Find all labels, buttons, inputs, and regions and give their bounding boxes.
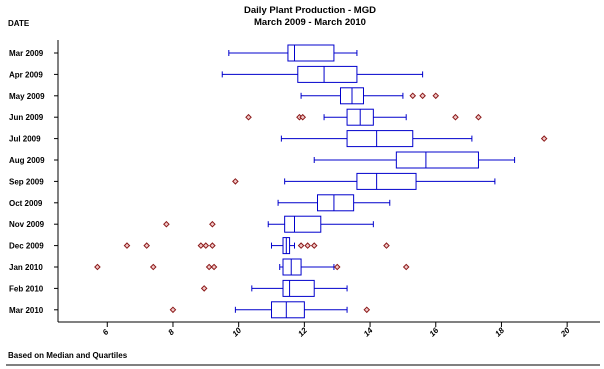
x-tick-label: 8: [166, 327, 176, 337]
y-tick-label: Oct 2009: [9, 199, 43, 208]
x-tick-label: 10: [231, 326, 244, 339]
outlier-point: [197, 242, 205, 249]
iqr-box: [271, 301, 305, 319]
box-feb-2010: [200, 279, 348, 297]
y-tick-label: May 2009: [9, 92, 45, 101]
x-tick-label: 12: [296, 326, 309, 339]
chart-title: Daily Plant Production - MGD: [244, 5, 376, 16]
iqr-box: [287, 44, 335, 62]
iqr-box: [395, 151, 479, 169]
y-tick-label: Nov 2009: [9, 220, 45, 229]
outlier-point: [402, 263, 410, 271]
outlier-point: [245, 113, 252, 121]
x-tick-label: 14: [362, 326, 375, 339]
x-tick-label: 20: [558, 326, 572, 340]
outlier-point: [299, 113, 307, 121]
y-tick-label: Dec 2009: [9, 242, 44, 251]
outlier-point: [202, 242, 210, 249]
outlier-point: [475, 113, 482, 121]
outlier-point: [210, 263, 218, 271]
outlier-point: [383, 242, 390, 249]
y-tick-label: Mar 2010: [9, 306, 44, 315]
outlier-point: [143, 242, 150, 249]
outlier-point: [94, 263, 101, 271]
iqr-box: [284, 215, 322, 233]
outlier-point: [149, 263, 157, 271]
box-mar-2009: [228, 44, 358, 62]
box-mar-2010: [169, 301, 371, 319]
box-sep-2009: [232, 172, 496, 190]
y-tick-label: Jun 2009: [9, 113, 44, 122]
box-aug-2009: [313, 151, 516, 169]
outlier-point: [123, 242, 131, 249]
x-tick-label: 6: [101, 327, 111, 337]
outlier-point: [209, 220, 216, 228]
iqr-box: [297, 65, 358, 83]
outlier-point: [409, 92, 417, 100]
outlier-point: [540, 135, 548, 142]
box-may-2009: [300, 87, 440, 105]
outlier-point: [297, 242, 305, 249]
y-tick-label: Apr 2009: [9, 70, 43, 79]
box-oct-2009: [277, 194, 391, 212]
outlier-point: [452, 113, 459, 121]
y-tick-label: Aug 2009: [9, 156, 45, 165]
y-tick-label: Jul 2009: [9, 135, 41, 144]
box-jan-2010: [94, 258, 410, 276]
outlier-point: [169, 306, 177, 314]
outlier-point: [419, 92, 426, 100]
outlier-point: [200, 285, 208, 292]
y-tick-label: Feb 2010: [9, 284, 44, 293]
outlier-point: [209, 242, 216, 249]
y-axis-label: DATE: [8, 19, 30, 28]
iqr-box: [356, 172, 417, 190]
iqr-box: [282, 258, 302, 276]
box-jun-2009: [245, 108, 482, 126]
y-tick-label: Sep 2009: [9, 177, 44, 186]
box-dec-2009: [123, 237, 390, 255]
y-tick-label: Jan 2010: [9, 263, 43, 272]
outlier-point: [432, 92, 440, 100]
outlier-point: [310, 242, 318, 249]
iqr-box: [282, 279, 315, 297]
iqr-box: [317, 194, 355, 212]
outlier-point: [333, 263, 341, 271]
outlier-point: [232, 178, 239, 185]
x-tick-label: 16: [428, 326, 441, 339]
x-tick-label: 18: [493, 326, 506, 339]
outlier-point: [304, 242, 311, 249]
box-jul-2009: [280, 130, 548, 148]
outlier-point: [363, 306, 371, 314]
y-tick-label: Mar 2009: [9, 49, 44, 58]
chart-subtitle: March 2009 - March 2010: [254, 17, 366, 28]
iqr-box: [346, 130, 414, 148]
outlier-point: [205, 263, 213, 271]
footnote: Based on Median and Quartiles: [8, 351, 128, 360]
outlier-point: [163, 220, 170, 228]
box-apr-2009: [221, 65, 424, 83]
box-nov-2009: [163, 215, 374, 233]
